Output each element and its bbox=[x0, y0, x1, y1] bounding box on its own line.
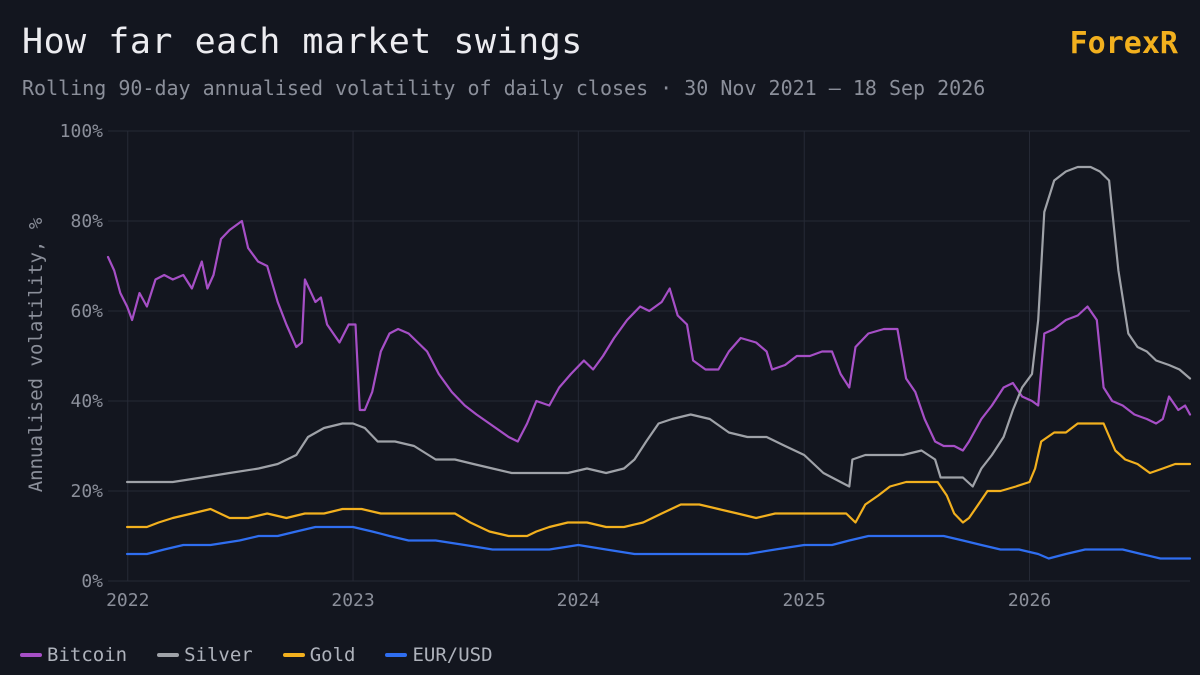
x-tick-label: 2024 bbox=[557, 590, 600, 611]
series-line-gold bbox=[125, 422, 1192, 538]
y-tick-label: 20% bbox=[70, 481, 103, 502]
legend-item-bitcoin[interactable]: Bitcoin bbox=[20, 644, 127, 666]
legend-label-silver: Silver bbox=[184, 644, 253, 666]
series-line-eurusd bbox=[125, 525, 1192, 560]
legend-label-eurusd: EUR/USD bbox=[412, 644, 493, 666]
series-line-silver bbox=[125, 165, 1192, 488]
tick-layer: 0% 20% 40% 60% 80% 100% 2022 2023 2024 2025 2026 bbox=[60, 121, 1052, 611]
legend-item-gold[interactable]: Gold bbox=[282, 644, 356, 666]
legend-label-gold: Gold bbox=[309, 644, 356, 666]
series-line-bitcoin bbox=[106, 219, 1192, 452]
y-tick-label: 40% bbox=[70, 391, 103, 412]
x-tick-label: 2025 bbox=[783, 590, 826, 611]
y-tick-label: 0% bbox=[81, 571, 103, 592]
legend-swatch-gold bbox=[282, 653, 305, 657]
legend-label-bitcoin: Bitcoin bbox=[47, 644, 128, 666]
chart-legend: Bitcoin Silver Gold EUR/USD bbox=[20, 644, 523, 666]
x-tick-label: 2026 bbox=[1008, 590, 1051, 611]
y-tick-label: 80% bbox=[70, 211, 103, 232]
brand-logo: ForexR bbox=[1069, 26, 1178, 61]
legend-swatch-eurusd bbox=[385, 653, 408, 657]
x-tick-label: 2023 bbox=[331, 590, 374, 611]
legend-swatch-bitcoin bbox=[20, 653, 42, 657]
legend-swatch-silver bbox=[157, 653, 180, 657]
series-layer bbox=[106, 165, 1192, 560]
chart-title: How far each market swings bbox=[22, 22, 583, 62]
legend-item-eurusd[interactable]: EUR/USD bbox=[385, 644, 493, 666]
x-tick-label: 2022 bbox=[106, 590, 149, 611]
y-tick-label: 60% bbox=[70, 301, 103, 322]
y-tick-label: 100% bbox=[60, 121, 104, 142]
chart-subtitle: Rolling 90-day annualised volatility of … bbox=[22, 76, 986, 100]
legend-item-silver[interactable]: Silver bbox=[157, 644, 253, 666]
